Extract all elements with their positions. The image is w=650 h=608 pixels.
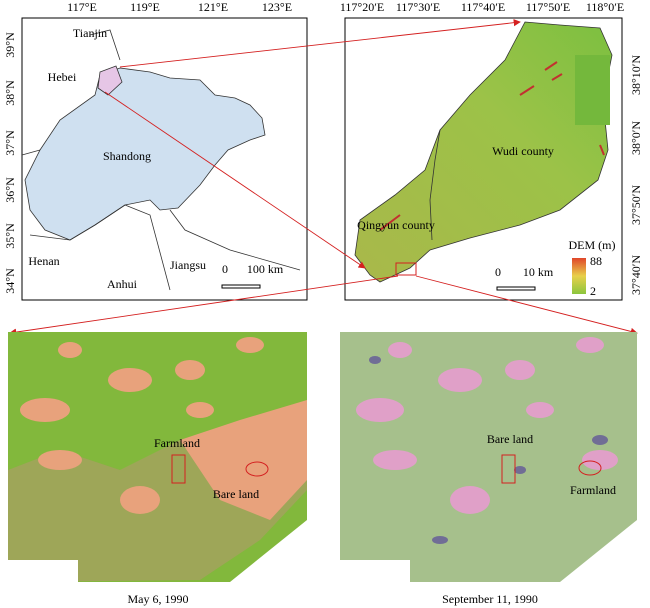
lat-label: 38°10′N <box>629 55 643 95</box>
image-label: Farmland <box>570 483 616 497</box>
lat-label: 37°50′N <box>629 185 643 225</box>
lat-label: 34°N <box>3 268 17 294</box>
lon-label: 117°40′E <box>461 0 505 14</box>
scale-label: 10 km <box>523 265 554 279</box>
lon-label: 119°E <box>130 0 160 14</box>
image-label: Farmland <box>154 436 200 450</box>
place-label: Jiangsu <box>170 258 206 272</box>
place-label: Henan <box>28 254 59 268</box>
lon-label: 117°E <box>67 0 97 14</box>
place-label: Anhui <box>107 277 138 291</box>
caption: May 6, 1990 <box>128 592 189 606</box>
place-label: Wudi county <box>492 144 554 158</box>
lon-label: 121°E <box>198 0 228 14</box>
scale-label: 100 km <box>247 262 284 276</box>
caption: September 11, 1990 <box>442 592 538 606</box>
image-september <box>340 332 637 582</box>
lat-label: 37°40′N <box>629 255 643 295</box>
place-label: Qingyun county <box>357 218 435 232</box>
legend-max: 88 <box>590 254 602 268</box>
image-label: Bare land <box>487 432 533 446</box>
place-label: Hebei <box>48 70 77 84</box>
image-label: Bare land <box>213 487 259 501</box>
lat-label: 38°0′N <box>629 121 643 155</box>
scale-label: 0 <box>222 262 228 276</box>
lat-label: 39°N <box>3 32 17 58</box>
lat-label: 36°N <box>3 177 17 203</box>
lon-label: 117°50′E <box>526 0 570 14</box>
lat-label: 38°N <box>3 80 17 106</box>
lat-label: 37°N <box>3 130 17 156</box>
legend-title: DEM (m) <box>569 238 616 252</box>
overview-map <box>21 17 308 301</box>
lon-label: 118°0′E <box>586 0 624 14</box>
image-may <box>8 332 307 582</box>
place-label: Tianjin <box>73 26 107 40</box>
lon-label: 117°30′E <box>396 0 440 14</box>
lon-label: 123°E <box>262 0 292 14</box>
lat-label: 35°N <box>3 223 17 249</box>
dem-map <box>344 17 623 301</box>
scale-label: 0 <box>495 265 501 279</box>
study-area <box>97 65 123 96</box>
legend-min: 2 <box>590 284 596 298</box>
place-label: Shandong <box>103 149 151 163</box>
lon-label: 117°20′E <box>340 0 384 14</box>
